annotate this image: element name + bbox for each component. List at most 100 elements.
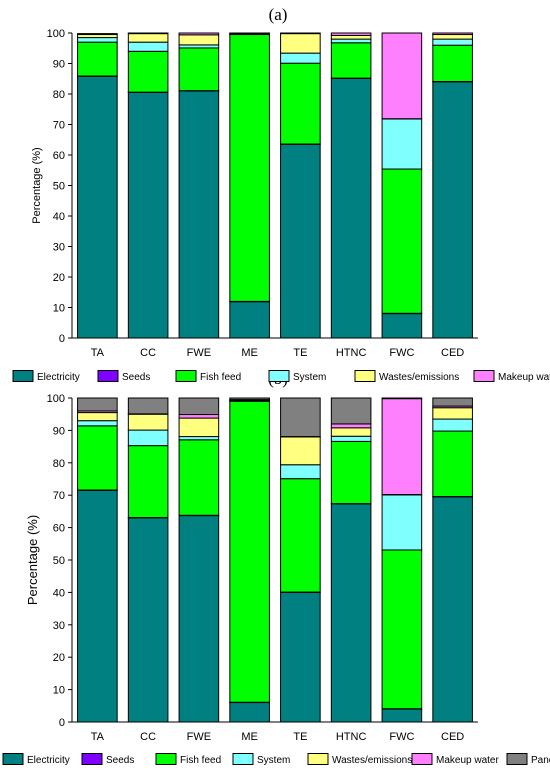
y-tick-label-b-100: 100 [47, 393, 65, 405]
x-tick-label-b-te: TE [293, 731, 307, 743]
bar-b-ced-panels [432, 397, 473, 407]
bar-a-te-makeup-water [280, 32, 321, 35]
legend-swatch-b-makeup-water [411, 753, 433, 765]
bar-a-ced-fish-feed [432, 44, 473, 82]
legend-label-b-seeds: Seeds [106, 755, 134, 766]
bar-b-ta-wastes-emissions [77, 412, 118, 422]
bar-b-te-panels [280, 397, 321, 438]
y-tick-label-a-0: 0 [59, 333, 65, 345]
bar-b-fwe-fish-feed [178, 439, 220, 516]
legend-swatch-b-panels [506, 753, 528, 765]
bar-a-cc-wastes-emissions [127, 33, 169, 43]
bar-a-ta-system [77, 37, 118, 43]
panel-a-label: (a) [269, 5, 288, 24]
bar-a-fwe-electricity [178, 90, 220, 339]
bar-b-te-fish-feed [280, 478, 321, 593]
bar-b-te-system [280, 464, 321, 480]
legend-swatch-a-electricity [12, 370, 34, 382]
bar-b-fwc-makeup-water [381, 398, 423, 496]
bar-a-ced-wastes-emissions [432, 34, 473, 40]
y-tick-label-b-20: 20 [53, 652, 65, 664]
bar-b-htnc-fish-feed [330, 440, 372, 505]
y-tick-label-a-60: 60 [53, 150, 65, 162]
legend-swatch-b-seeds [81, 753, 103, 765]
legend-label-b-makeup-water: Makeup water [436, 755, 499, 766]
panel-b-legend: Electricity Seeds Fish feed System Wastes/em… [2, 753, 550, 766]
y-tick-label-b-10: 10 [53, 685, 65, 697]
x-tick-label-b-cc: CC [140, 731, 156, 743]
bar-a-ced-electricity [432, 81, 473, 339]
bar-b-htnc-electricity [330, 503, 372, 723]
bar-a-fwc-system [381, 118, 423, 170]
bar-a-cc-electricity [127, 91, 169, 339]
bar-b-cc-system [127, 429, 169, 447]
bar-a-fwe-makeup-water [178, 32, 220, 36]
panel-b-chart: TA CC FWE ME TE HTNC FWC CED 0 10 20 30 40 50 60 70 80 90… [25, 393, 478, 743]
bar-a-ced-makeup-water [432, 32, 473, 36]
legend-label-a-makeup-water: Makeup water [498, 372, 550, 383]
x-tick-label-b-me: ME [241, 731, 258, 743]
x-tick-label-a-te: TE [293, 347, 307, 359]
y-axis-title-b: Percentage (%) [25, 515, 40, 605]
x-tick-label-a-htnc: HTNC [336, 347, 367, 359]
bar-a-cc-fish-feed [127, 50, 169, 93]
y-tick-label-a-90: 90 [53, 59, 65, 71]
legend-label-a-seeds: Seeds [122, 372, 150, 383]
y-tick-label-a-30: 30 [53, 242, 65, 254]
x-tick-label-a-me: ME [241, 347, 258, 359]
legend-swatch-b-wastes-emissions [307, 753, 329, 765]
y-tick-label-a-40: 40 [53, 211, 65, 223]
bar-b-ced-fish-feed [432, 430, 473, 497]
bar-b-fwc-panels [381, 397, 423, 400]
bar-b-cc-fish-feed [127, 445, 169, 519]
y-tick-label-b-90: 90 [53, 425, 65, 437]
y-tick-label-a-10: 10 [53, 303, 65, 315]
y-tick-label-b-40: 40 [53, 587, 65, 599]
bar-a-ta-makeup-water [77, 33, 118, 36]
bar-a-htnc-makeup-water [330, 32, 372, 36]
x-tick-label-b-fwc: FWC [389, 731, 414, 743]
bar-b-me-fish-feed [229, 400, 270, 703]
x-tick-label-b-htnc: HTNC [336, 731, 367, 743]
bar-a-me-fish-feed [229, 34, 270, 302]
bar-a-htnc-fish-feed [330, 42, 372, 79]
bar-a-te-system [280, 52, 321, 64]
legend-swatch-a-seeds [97, 370, 119, 382]
bar-a-htnc-electricity [330, 77, 372, 339]
bar-a-fwe-fish-feed [178, 47, 220, 92]
bar-a-fwc-fish-feed [381, 168, 423, 314]
bar-b-htnc-wastes-emissions [330, 427, 372, 437]
bar-a-te-electricity [280, 143, 321, 339]
y-tick-label-a-20: 20 [53, 272, 65, 284]
y-tick-label-a-80: 80 [53, 89, 65, 101]
x-tick-label-a-cc: CC [140, 347, 156, 359]
legend-swatch-a-system [268, 370, 290, 382]
bar-a-cc-makeup-water [127, 32, 169, 35]
x-tick-label-b-fwe: FWE [187, 731, 211, 743]
bar-a-fwe-wastes-emissions [178, 34, 220, 46]
y-axis-title-a: Percentage (%) [31, 147, 43, 223]
bar-b-fwe-electricity [178, 515, 220, 723]
bar-b-ced-electricity [432, 496, 473, 723]
bar-b-me-panels [229, 397, 270, 401]
legend-label-a-electricity: Electricity [37, 372, 80, 383]
bar-a-te-wastes-emissions [280, 33, 321, 54]
bar-a-ta-fish-feed [77, 41, 118, 77]
legend-label-b-panels: Panels [531, 755, 550, 766]
bar-b-htnc-system [330, 435, 372, 442]
legend-label-b-fish-feed: Fish feed [180, 755, 221, 766]
bar-b-ta-system [77, 420, 118, 427]
legend-swatch-b-fish-feed [155, 753, 177, 765]
y-tick-label-b-70: 70 [53, 490, 65, 502]
legend-swatch-b-electricity [2, 753, 24, 765]
bar-a-fwc-electricity [381, 313, 423, 339]
y-tick-label-b-60: 60 [53, 523, 65, 535]
bar-a-me-makeup-water [229, 32, 270, 35]
x-tick-label-a-fwe: FWE [187, 347, 211, 359]
bar-b-fwe-makeup-water [178, 414, 220, 419]
bar-a-me-electricity [229, 301, 270, 339]
bar-b-ced-system [432, 418, 473, 432]
y-tick-label-b-50: 50 [53, 555, 65, 567]
bar-a-htnc-system [330, 38, 372, 44]
